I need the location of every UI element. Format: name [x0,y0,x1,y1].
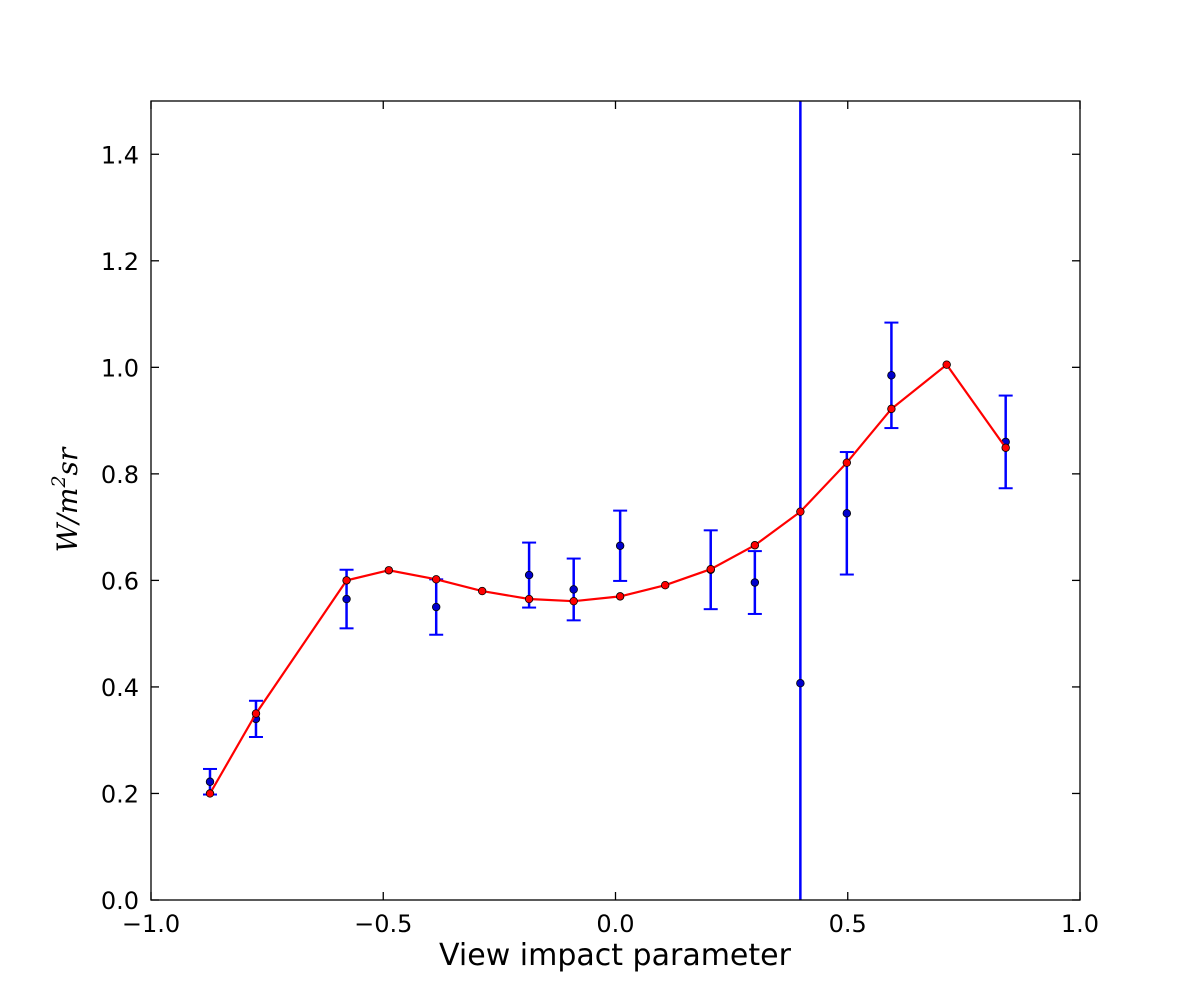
y-tick-label: 1.0 [101,354,139,382]
x-tick-label: −1.0 [122,910,180,938]
data-point [615,541,625,550]
fit-point [796,507,805,516]
y-tick-label: 1.4 [101,141,139,169]
y-axis-label: W/m2sr [48,446,84,552]
data-point [342,594,351,604]
fit-point [432,575,441,584]
x-tick-label: 0.5 [829,910,867,938]
y-tick-label: 0.6 [101,567,139,595]
x-tick-label: 1.0 [1061,910,1099,938]
data-point [524,570,534,580]
fit-point [342,576,351,585]
fit-line-series [205,360,1010,798]
y-tick-label: 1.2 [101,248,139,276]
x-tick-label: 0.0 [596,910,634,938]
fit-point [661,580,670,590]
fit-point [1001,443,1010,452]
data-point [432,602,441,612]
y-tick-label: 0.2 [101,780,139,808]
fit-point [251,709,261,718]
data-point [796,679,805,688]
fit-point [205,789,215,798]
fit-point [706,565,715,574]
data-point [569,585,578,594]
tick-labels: −1.0 −0.5 0.0 0.5 1.0 0.0 0.2 0.4 0.6 0.8 1.0 1.2 1.… [101,141,1099,938]
fit-point [524,594,534,604]
y-tick-label: 0.4 [101,674,139,702]
y-tick-label: 0.0 [101,887,139,915]
x-tick-label: −0.5 [354,910,412,938]
x-axis-label: View impact parameter [439,938,792,973]
fit-point [477,586,487,596]
fit-point [942,360,951,369]
data-point [750,578,760,587]
y-tick-label: 0.8 [101,461,139,489]
plot-area [151,101,1080,900]
data-point [205,777,215,786]
fit-point [569,596,578,606]
fit-point [842,458,852,467]
fit-point [615,592,625,601]
plot-frame [150,100,1081,901]
fit-point [750,541,760,550]
fit-point [887,404,896,414]
fit-point [384,566,394,575]
data-point [842,509,852,518]
data-point [887,371,896,380]
